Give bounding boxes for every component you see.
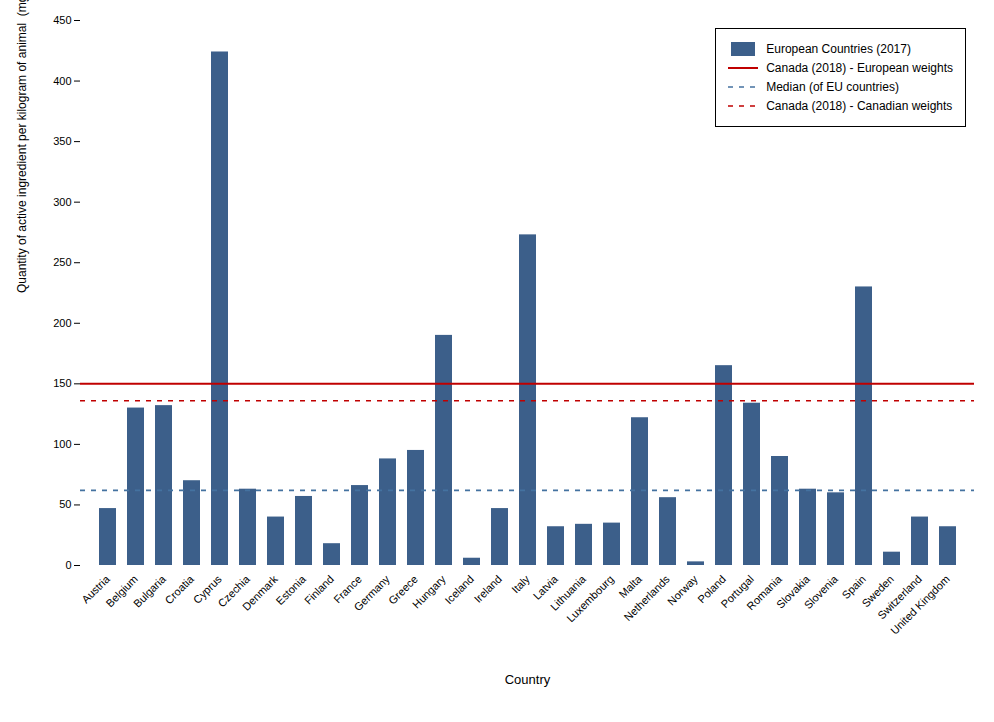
svg-text:Cyprus: Cyprus: [190, 572, 224, 606]
svg-text:Latvia: Latvia: [530, 572, 560, 602]
svg-text:Ireland: Ireland: [472, 573, 504, 605]
svg-text:Quantity of active ingredient: Quantity of active ingredient per kilogr…: [15, 0, 29, 293]
svg-text:Netherlands: Netherlands: [621, 572, 672, 623]
svg-text:Germany: Germany: [351, 572, 392, 613]
svg-text:Austria: Austria: [79, 572, 112, 606]
html-text:Canada (2018) - Canadian weigh: Canada (2018) - Canadian weights: [766, 99, 953, 113]
svg-text:Romania: Romania: [744, 572, 784, 613]
svg-text:Norway: Norway: [665, 572, 700, 607]
svg-text:250: 250: [53, 256, 71, 268]
svg-text:Slovakia: Slovakia: [774, 572, 812, 611]
svg-text:Greece: Greece: [385, 572, 420, 607]
svg-text:150: 150: [53, 377, 71, 389]
svg-text:50: 50: [59, 498, 71, 510]
svg-text:Finland: Finland: [302, 573, 336, 607]
svg-text:Croatia: Croatia: [162, 572, 196, 606]
svg-text:United Kingdom: United Kingdom: [888, 573, 952, 637]
svg-text:450: 450: [53, 14, 71, 26]
svg-text:Italy: Italy: [509, 572, 532, 595]
html-text:Median (of EU countries): Median (of EU countries): [766, 80, 899, 94]
svg-text:Malta: Malta: [616, 572, 644, 601]
html-text:European Countries (2017): European Countries (2017): [766, 42, 911, 56]
svg-text:Sweden: Sweden: [859, 572, 896, 610]
svg-text:Denmark: Denmark: [240, 572, 280, 612]
svg-text:Iceland: Iceland: [442, 573, 476, 607]
svg-text:400: 400: [53, 75, 71, 87]
svg-text:Poland: Poland: [695, 572, 728, 606]
svg-text:Slovenia: Slovenia: [802, 572, 841, 611]
svg-text:Hungary: Hungary: [410, 572, 448, 610]
svg-text:France: France: [331, 572, 364, 606]
svg-text:Lithuania: Lithuania: [547, 572, 588, 613]
svg-text:Switzerland: Switzerland: [875, 572, 924, 622]
svg-text:100: 100: [53, 438, 71, 450]
svg-text:Belgium: Belgium: [103, 572, 140, 610]
svg-text:Bulgaria: Bulgaria: [131, 572, 169, 610]
html-text:Canada (2018) - European weigh: Canada (2018) - European weights: [766, 61, 953, 75]
svg-text:0: 0: [65, 559, 71, 571]
svg-text:Luxembourg: Luxembourg: [564, 573, 616, 625]
svg-text:200: 200: [53, 317, 71, 329]
svg-text:350: 350: [53, 135, 71, 147]
svg-text:Estonia: Estonia: [273, 572, 308, 607]
svg-text:Spain: Spain: [839, 572, 868, 602]
svg-text:Portugal: Portugal: [718, 572, 756, 611]
svg-text:300: 300: [53, 196, 71, 208]
svg-text:Country: Country: [505, 672, 551, 687]
svg-text:Czechia: Czechia: [215, 572, 252, 610]
